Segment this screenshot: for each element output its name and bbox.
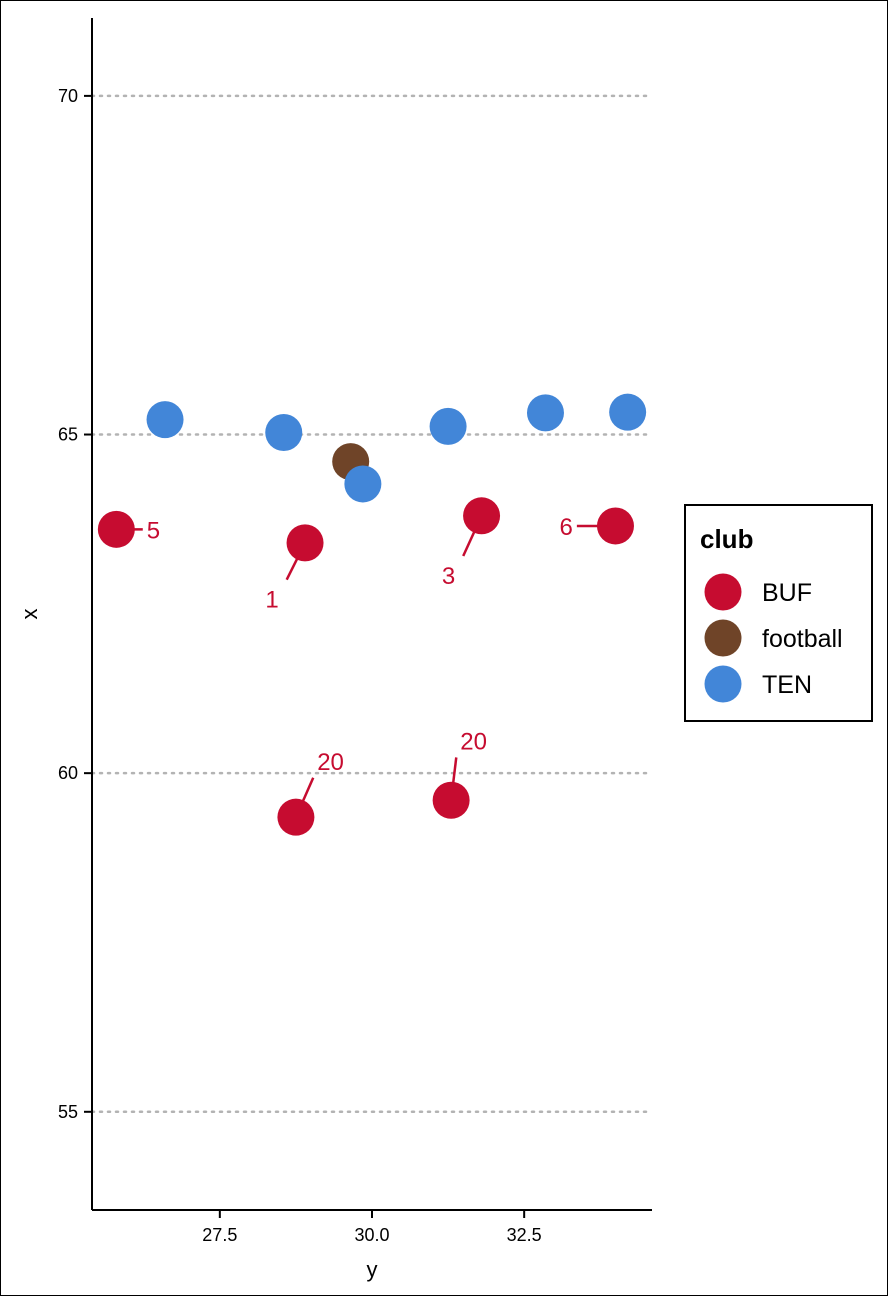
point-label: 20 bbox=[460, 728, 487, 755]
data-point-buf bbox=[463, 497, 501, 535]
x-axis-title: y bbox=[367, 1257, 378, 1282]
legend-key-football bbox=[704, 619, 742, 657]
data-point-ten bbox=[146, 401, 184, 439]
data-point-buf bbox=[277, 798, 315, 836]
point-label: 20 bbox=[317, 749, 344, 776]
data-point-ten bbox=[609, 393, 647, 431]
x-tick-label: 27.5 bbox=[202, 1225, 237, 1245]
data-point-buf bbox=[97, 510, 135, 548]
point-label: 1 bbox=[265, 587, 278, 614]
legend-title: club bbox=[700, 524, 753, 554]
data-point-ten bbox=[526, 394, 564, 432]
x-tick-label: 30.0 bbox=[354, 1225, 389, 1245]
data-point-buf bbox=[286, 524, 324, 562]
data-point-ten bbox=[429, 407, 467, 445]
y-tick-label: 60 bbox=[58, 763, 78, 783]
legend-label-football: football bbox=[762, 625, 843, 653]
data-point-buf bbox=[432, 781, 470, 819]
legend-key-ten bbox=[704, 665, 742, 703]
data-point-ten bbox=[265, 413, 303, 451]
data-point-buf bbox=[596, 507, 634, 545]
point-label: 3 bbox=[442, 563, 455, 590]
legend-key-buf bbox=[704, 573, 742, 611]
x-tick-label: 32.5 bbox=[507, 1225, 542, 1245]
y-tick-label: 55 bbox=[58, 1102, 78, 1122]
y-axis-title: x bbox=[17, 609, 42, 620]
point-label: 6 bbox=[560, 514, 573, 541]
y-tick-label: 70 bbox=[58, 86, 78, 106]
data-point-ten bbox=[344, 465, 382, 503]
point-label: 5 bbox=[147, 517, 160, 544]
legend-label-buf: BUF bbox=[762, 579, 812, 607]
y-tick-label: 65 bbox=[58, 425, 78, 445]
legend-label-ten: TEN bbox=[762, 671, 812, 699]
